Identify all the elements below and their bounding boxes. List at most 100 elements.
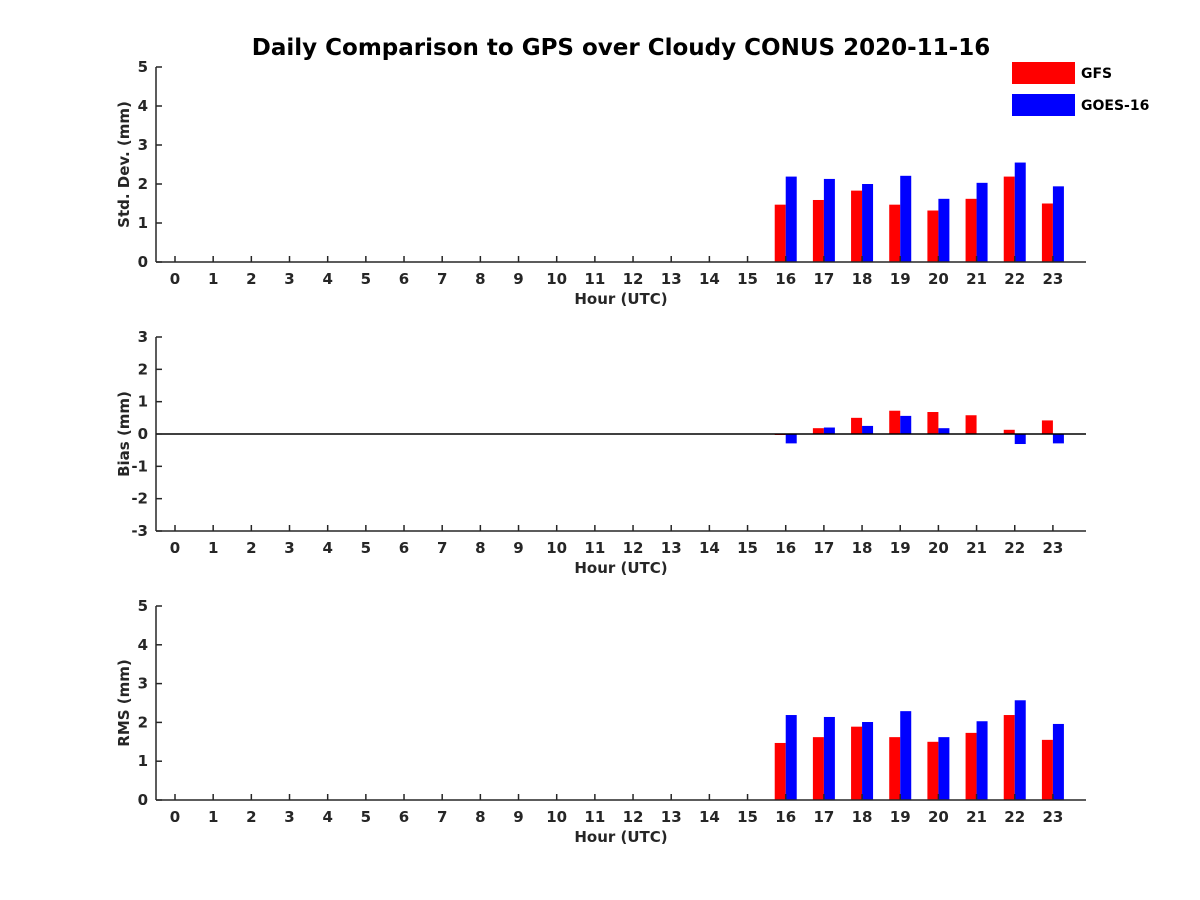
bar-goes-16-20: [938, 428, 950, 434]
bar-goes-16-16: [785, 176, 797, 262]
x-tick-label: 5: [361, 808, 371, 826]
x-tick-label: 8: [475, 539, 485, 557]
y-tick-label: -1: [131, 457, 148, 475]
bar-goes-16-22: [1014, 700, 1026, 800]
y-tick-label: 1: [138, 393, 148, 411]
x-tick-label: 1: [208, 539, 218, 557]
chart-title: Daily Comparison to GPS over Cloudy CONU…: [252, 35, 990, 61]
bar-gfs-22: [1003, 429, 1015, 434]
x-tick-label: 13: [661, 270, 682, 288]
bar-gfs-23: [1041, 739, 1053, 800]
bar-gfs-17: [812, 428, 824, 434]
bar-gfs-17: [812, 199, 824, 262]
x-tick-label: 19: [890, 539, 911, 557]
x-tick-label: 23: [1042, 270, 1063, 288]
x-tick-label: 1: [208, 808, 218, 826]
bar-goes-16-16: [785, 715, 797, 800]
x-tick-label: 4: [322, 539, 332, 557]
x-tick-label: 8: [475, 270, 485, 288]
x-tick-label: 6: [399, 539, 409, 557]
y-tick-label: 0: [138, 425, 148, 443]
x-tick-label: 9: [513, 539, 523, 557]
bar-goes-16-23: [1052, 434, 1064, 444]
x-tick-label: 12: [623, 808, 644, 826]
y-tick-label: 0: [138, 253, 148, 271]
x-tick-label: 17: [813, 808, 834, 826]
y-tick-label: 2: [138, 713, 148, 731]
bar-gfs-22: [1003, 176, 1015, 262]
y-tick-label: -2: [131, 490, 148, 508]
bar-goes-16-19: [900, 415, 912, 434]
bar-gfs-18: [851, 726, 863, 800]
x-tick-label: 19: [890, 808, 911, 826]
y-tick-label: 3: [138, 328, 148, 346]
y-tick-label: 1: [138, 214, 148, 232]
x-tick-label: 2: [246, 270, 256, 288]
bar-goes-16-19: [900, 711, 912, 800]
x-tick-label: 22: [1004, 539, 1025, 557]
x-tick-label: 7: [437, 808, 447, 826]
bar-gfs-23: [1041, 203, 1053, 262]
x-tick-label: 18: [852, 539, 873, 557]
x-tick-label: 0: [170, 808, 180, 826]
y-tick-label: 0: [138, 791, 148, 809]
x-tick-label: 3: [284, 270, 294, 288]
x-axis-label: Hour (UTC): [574, 828, 667, 846]
bar-goes-16-22: [1014, 434, 1026, 445]
bar-gfs-19: [889, 737, 901, 800]
bar-goes-16-21: [976, 721, 988, 800]
x-tick-label: 15: [737, 808, 758, 826]
legend-swatch-gfs: [1012, 62, 1075, 84]
y-tick-label: 4: [138, 97, 148, 115]
bar-gfs-19: [889, 410, 901, 434]
bar-goes-16-17: [823, 178, 835, 262]
bar-goes-16-22: [1014, 162, 1026, 262]
x-tick-label: 20: [928, 270, 949, 288]
x-tick-label: 16: [775, 539, 796, 557]
bar-gfs-22: [1003, 715, 1015, 800]
x-tick-label: 8: [475, 808, 485, 826]
legend-label-goes-16: GOES-16: [1081, 98, 1149, 114]
x-tick-label: 4: [322, 270, 332, 288]
x-tick-label: 12: [623, 270, 644, 288]
x-axis-label: Hour (UTC): [574, 559, 667, 577]
x-tick-label: 20: [928, 808, 949, 826]
y-tick-label: 1: [138, 752, 148, 770]
x-tick-label: 11: [584, 539, 605, 557]
x-tick-label: 4: [322, 808, 332, 826]
bar-goes-16-16: [785, 434, 797, 444]
x-tick-label: 1: [208, 270, 218, 288]
x-axis-label: Hour (UTC): [574, 290, 667, 308]
x-tick-label: 14: [699, 808, 720, 826]
x-tick-label: 13: [661, 539, 682, 557]
x-tick-label: 22: [1004, 270, 1025, 288]
bar-gfs-23: [1041, 420, 1053, 434]
bar-goes-16-20: [938, 737, 950, 800]
x-tick-label: 20: [928, 539, 949, 557]
bar-gfs-20: [927, 412, 939, 434]
x-tick-label: 9: [513, 270, 523, 288]
bar-gfs-18: [851, 417, 863, 434]
x-tick-label: 0: [170, 270, 180, 288]
x-tick-label: 9: [513, 808, 523, 826]
x-tick-label: 22: [1004, 808, 1025, 826]
bar-gfs-18: [851, 190, 863, 262]
x-tick-label: 11: [584, 270, 605, 288]
bar-goes-16-23: [1052, 186, 1064, 262]
x-tick-label: 10: [546, 270, 567, 288]
bar-gfs-17: [812, 737, 824, 800]
x-tick-label: 17: [813, 539, 834, 557]
x-tick-label: 21: [966, 270, 987, 288]
x-tick-label: 0: [170, 539, 180, 557]
bar-goes-16-18: [862, 425, 874, 434]
x-tick-label: 7: [437, 539, 447, 557]
bar-gfs-19: [889, 204, 901, 262]
x-tick-label: 15: [737, 539, 758, 557]
x-tick-label: 16: [775, 270, 796, 288]
x-tick-label: 21: [966, 808, 987, 826]
x-tick-label: 6: [399, 808, 409, 826]
chart-legend: GFS GOES-16: [1012, 62, 1149, 116]
